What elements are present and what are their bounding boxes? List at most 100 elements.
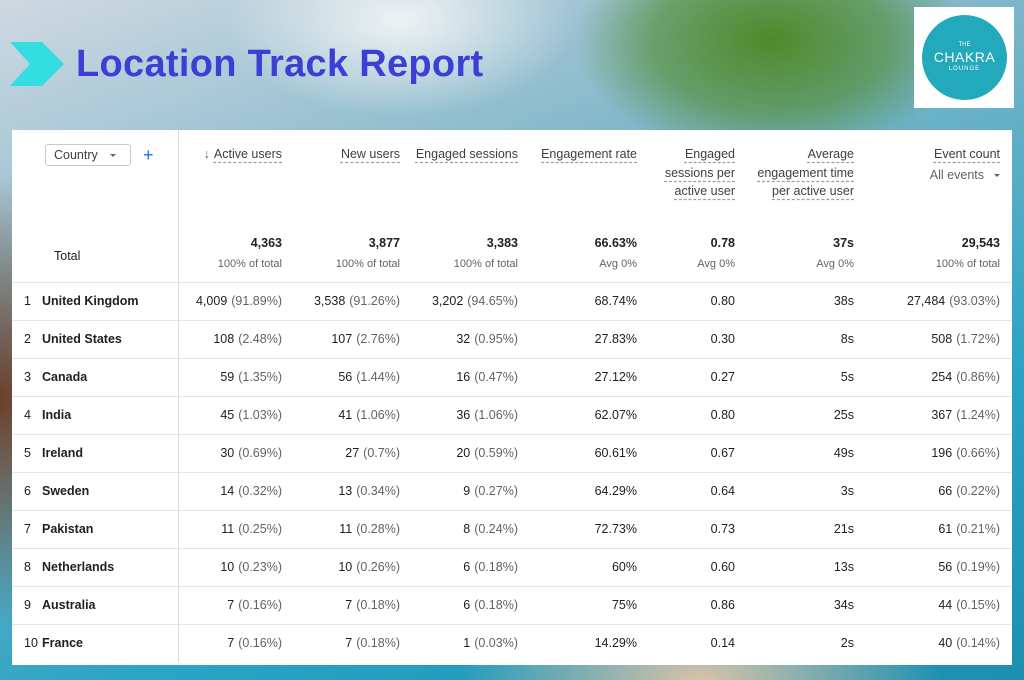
metric-cell: 6 (0.18%) (412, 585, 530, 624)
column-header[interactable]: Event count All events (866, 130, 1012, 230)
metric-value: 40 (938, 636, 953, 651)
metric-value: 27,484 (907, 294, 946, 308)
metric-share: (0.19%) (956, 560, 1000, 574)
metric-cell: 254 (0.86%) (866, 357, 1012, 396)
column-header[interactable]: Engaged sessions (412, 130, 530, 230)
metric-share: (0.22%) (956, 484, 1000, 498)
metric-cell: 9 (0.27%) (412, 471, 530, 510)
total-value: 66.63% (594, 236, 637, 250)
column-header[interactable]: Average engagement time per active user (747, 130, 866, 230)
column-header[interactable]: Engaged sessions per active user (649, 130, 747, 230)
metric-value: 6 (463, 598, 471, 612)
country-cell: 5 Ireland (12, 433, 179, 472)
country-name: Canada (42, 370, 88, 384)
metric-share: (0.34%) (356, 484, 400, 498)
metric-cell: 64.29% (530, 471, 649, 510)
metric-value: 41 (338, 408, 353, 422)
metric-value: 72.73% (594, 522, 637, 536)
column-header[interactable]: New users (294, 130, 412, 230)
dimension-selector[interactable]: Country (45, 144, 131, 166)
metric-value: 27.83% (594, 332, 637, 346)
metric-value: 3,538 (313, 294, 346, 308)
metric-value: 7 (227, 636, 235, 651)
rank: 6 (24, 484, 31, 498)
table-body: Total 4,363 100% of total 3,877 100% of tota… (12, 230, 1012, 662)
metric-value: 68.74% (594, 294, 637, 308)
metric-cell: 8 (0.24%) (412, 509, 530, 548)
metric-share: (0.25%) (238, 522, 282, 536)
metric-share: (0.27%) (474, 484, 518, 498)
metric-cell: 44 (0.15%) (866, 585, 1012, 624)
total-label-cell: Total (12, 230, 179, 282)
metric-value: 0.80 (710, 294, 735, 308)
rank: 10 (24, 636, 38, 651)
metric-value: 0.86 (710, 598, 735, 612)
rank: 4 (24, 408, 31, 422)
column-header[interactable]: Engagement rate (530, 130, 649, 230)
metric-value: 38s (833, 294, 854, 308)
metric-value: 196 (931, 446, 953, 460)
metric-cell: 61 (0.21%) (866, 509, 1012, 548)
metric-value: 49s (833, 446, 854, 460)
total-value: 37s (833, 236, 854, 250)
column-label: Engagement rate (541, 147, 637, 161)
total-note: Avg 0% (599, 258, 637, 270)
metric-cell: 7 (0.18%) (294, 585, 412, 624)
metric-cell: 4,009 (91.89%) (178, 281, 294, 320)
metric-share: (1.24%) (956, 408, 1000, 422)
metric-value: 14.29% (594, 636, 637, 651)
column-header[interactable]: ↓ Active users (178, 130, 294, 230)
metric-cell: 45 (1.03%) (178, 395, 294, 434)
metric-share: (0.14%) (956, 636, 1000, 651)
sort-arrow: ↓ (203, 147, 210, 161)
total-note: 100% of total (217, 258, 282, 270)
metric-cell: 0.27 (649, 357, 747, 396)
total-value: 0.78 (710, 236, 735, 250)
metric-cell: 30 (0.69%) (178, 433, 294, 472)
metric-cell: 6 (0.18%) (412, 547, 530, 586)
metric-value: 21s (833, 522, 854, 536)
metric-value: 44 (938, 598, 953, 612)
logo-top: THE (958, 42, 971, 48)
metric-value: 5s (840, 370, 854, 384)
metric-cell: 3s (747, 471, 866, 510)
metric-value: 8 (463, 522, 471, 536)
metric-value: 34s (833, 598, 854, 612)
rank: 9 (24, 598, 31, 612)
metric-share: (93.03%) (949, 294, 1000, 308)
metric-value: 60.61% (594, 446, 637, 460)
metric-value: 11 (339, 522, 353, 536)
metric-value: 7 (345, 598, 353, 612)
data-row: 2 United States 108 (2.48%) 107 (2.76%) 32 (0.9… (12, 319, 1012, 358)
metric-value: 14 (220, 484, 235, 498)
total-value: 3,877 (368, 236, 400, 250)
metric-value: 508 (931, 332, 953, 346)
country-name: Pakistan (42, 522, 94, 536)
metric-share: (0.66%) (956, 446, 1000, 460)
country-name: France (42, 636, 83, 651)
chevron-icon (10, 42, 64, 86)
metric-value: 36 (456, 408, 471, 422)
metric-selector[interactable]: All events (866, 168, 1000, 182)
rank: 5 (24, 446, 31, 460)
metric-cell: 11 (0.25%) (178, 509, 294, 548)
metric-share: (0.95%) (474, 332, 518, 346)
country-cell: 2 United States (12, 319, 179, 358)
metric-cell: 27.12% (530, 357, 649, 396)
metric-share: (0.18%) (356, 598, 400, 612)
add-dimension-button[interactable]: + (143, 145, 154, 165)
total-note: Avg 0% (816, 258, 854, 270)
metric-cell: 3,202 (94.65%) (412, 281, 530, 320)
metric-value: 20 (456, 446, 471, 460)
metric-value: 0.27 (710, 370, 735, 384)
metric-share: (0.16%) (238, 636, 282, 651)
metric-cell: 7 (0.16%) (178, 623, 294, 662)
metric-cell: 0.80 (649, 281, 747, 320)
metric-share: (1.03%) (238, 408, 282, 422)
total-value: 29,543 (961, 236, 1000, 250)
header-row: Country + ↓ Active users New users Engaged s… (12, 130, 1012, 230)
country-name: United States (42, 332, 122, 346)
total-label: Total (54, 249, 81, 263)
metric-cell: 27,484 (93.03%) (866, 281, 1012, 320)
metric-value: 62.07% (594, 408, 637, 422)
